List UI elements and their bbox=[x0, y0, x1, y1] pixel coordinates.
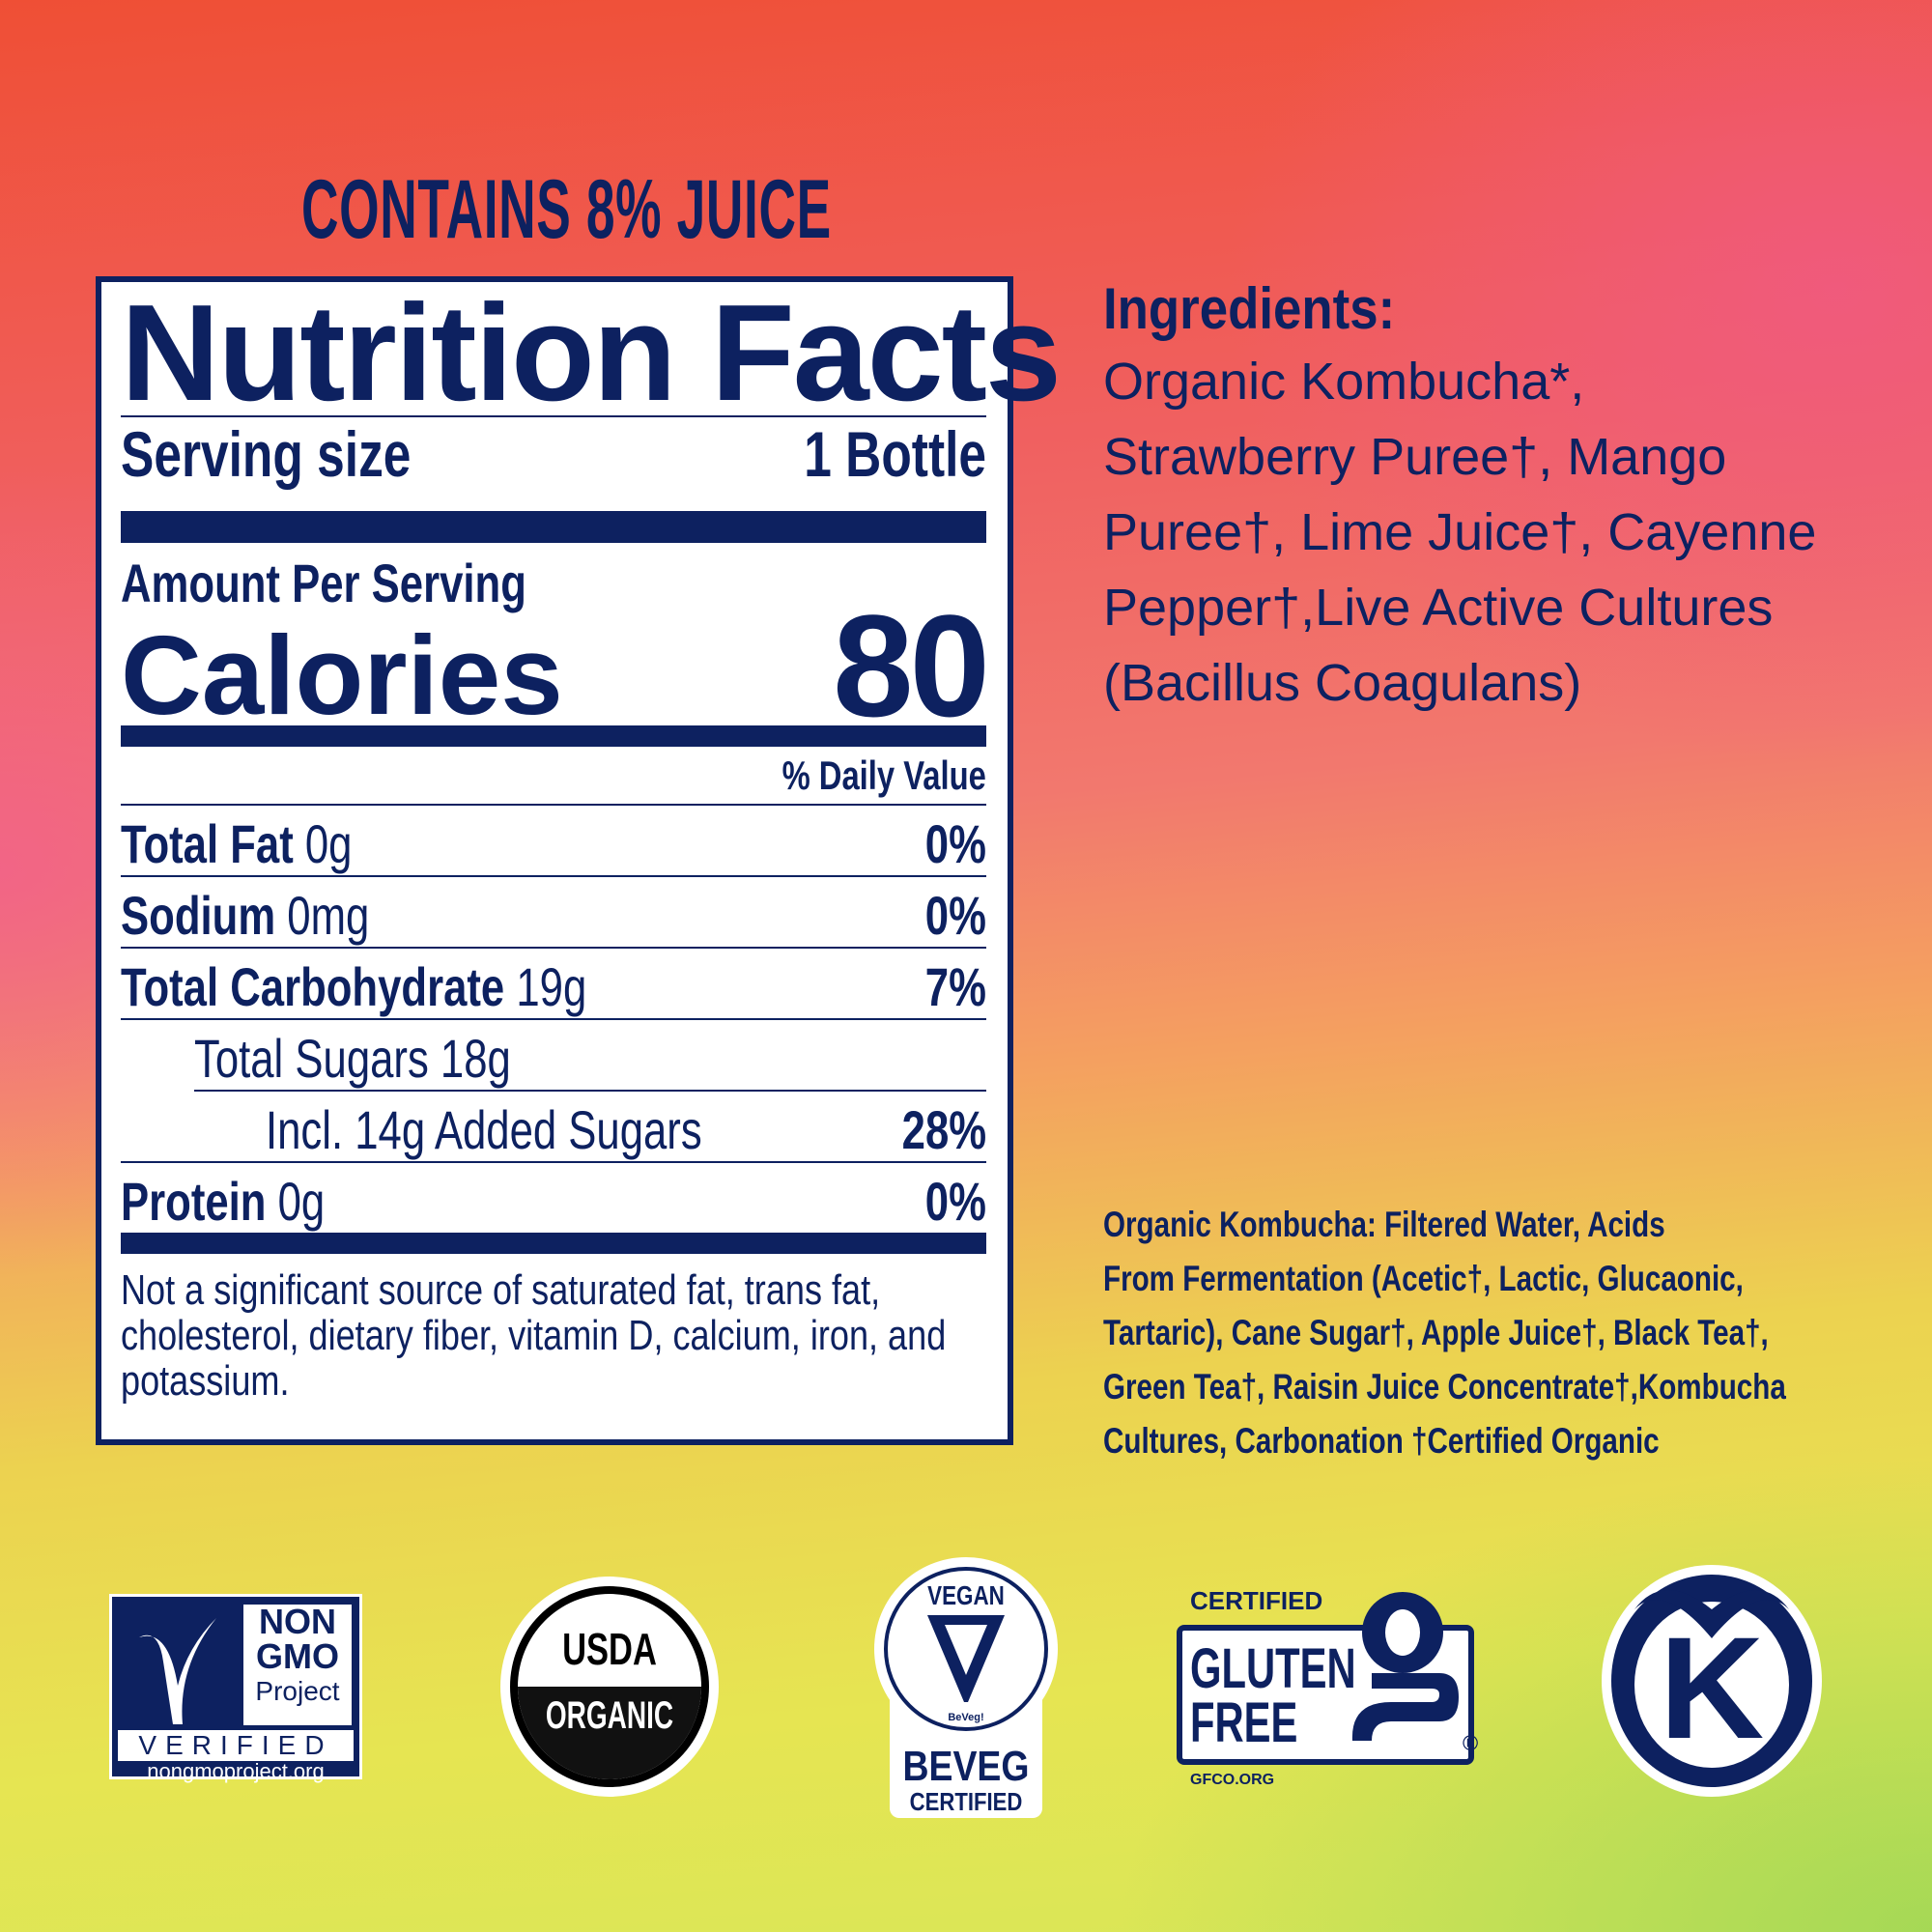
calories-label: Calories bbox=[121, 612, 563, 738]
note-line: Organic Kombucha: Filtered Water, Acids bbox=[1103, 1205, 1665, 1244]
nutrient-row-total-carbohydrate: Total Carbohydrate 19g 7% bbox=[121, 956, 986, 1017]
note-line: From Fermentation (Acetic†, Lactic, Gluc… bbox=[1103, 1259, 1744, 1298]
serving-size-value: 1 Bottle bbox=[804, 418, 986, 490]
nutrient-row-total-sugars: Total Sugars 18g bbox=[194, 1028, 511, 1089]
note-line: Cultures, Carbonation †Certified Organic bbox=[1103, 1421, 1660, 1461]
nutrition-facts-title: Nutrition Facts bbox=[121, 276, 1062, 430]
palm-tree-icon bbox=[1634, 1590, 1789, 1638]
gluten-free-certified-logo: CERTIFIED GLUTEN FREE ® GFCO.ORG bbox=[1177, 1586, 1486, 1794]
serving-size-label: Serving size bbox=[121, 418, 412, 490]
nutrition-footnote: Not a significant source of saturated fa… bbox=[121, 1266, 947, 1405]
butterfly-plant-icon bbox=[139, 1618, 216, 1724]
kombucha-ingredients-note: Organic Kombucha: Filtered Water, Acids … bbox=[1103, 1198, 1895, 1468]
ingredient-line: (Bacillus Coagulans) bbox=[1103, 654, 1582, 712]
ingredients-title: Ingredients: bbox=[1103, 276, 1396, 341]
usda-organic-logo: USDA ORGANIC bbox=[500, 1577, 719, 1797]
kosher-k-letter: K bbox=[1659, 1606, 1765, 1769]
ingredient-line: Pepper†,Live Active Cultures bbox=[1103, 579, 1774, 637]
nutrient-row-added-sugars: Incl. 14g Added Sugars 28% bbox=[266, 1099, 986, 1160]
calories-value: 80 bbox=[833, 584, 990, 747]
ingredient-line: Organic Kombucha*, bbox=[1103, 353, 1585, 411]
nutrient-row-protein: Protein 0g 0% bbox=[121, 1171, 986, 1232]
ingredient-line: Puree†, Lime Juice†, Cayenne bbox=[1103, 503, 1817, 561]
ingredients-section: Ingredients: Organic Kombucha*, Strawber… bbox=[1103, 275, 1895, 721]
amount-per-serving-label: Amount Per Serving bbox=[121, 553, 526, 613]
beveg-vegan-logo: VEGAN BeVeg! BEVEG CERTIFIED bbox=[874, 1557, 1058, 1818]
note-line: Tartaric), Cane Sugar†, Apple Juice†, Bl… bbox=[1103, 1313, 1769, 1352]
ingredient-line: Strawberry Puree†, Mango bbox=[1103, 428, 1727, 486]
note-line: Green Tea†, Raisin Juice Concentrate†,Ko… bbox=[1103, 1367, 1786, 1406]
nutrient-row-sodium: Sodium 0mg 0% bbox=[121, 885, 986, 946]
v-mark-icon bbox=[927, 1615, 1005, 1702]
thick-divider bbox=[121, 511, 986, 543]
juice-content-label: CONTAINS 8% JUICE bbox=[301, 163, 832, 256]
thick-divider bbox=[121, 1233, 986, 1254]
thick-divider bbox=[121, 725, 986, 747]
non-gmo-project-logo: NON GMO Project VERIFIED nongmoproject.o… bbox=[109, 1594, 362, 1783]
kosher-certification-logo: K bbox=[1602, 1565, 1822, 1797]
daily-value-header: % Daily Value bbox=[781, 753, 986, 798]
g-mark-icon bbox=[1351, 1592, 1459, 1741]
nutrition-facts-panel: Nutrition Facts Serving size 1 Bottle Am… bbox=[96, 276, 1062, 1445]
nutrient-row-total-fat: Total Fat 0g 0% bbox=[121, 813, 986, 874]
